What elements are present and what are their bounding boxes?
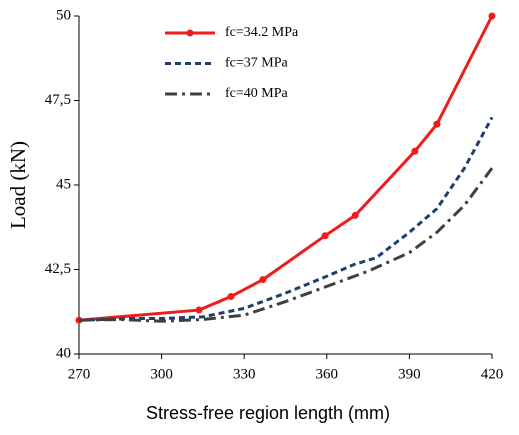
point — [259, 276, 267, 284]
point — [227, 293, 235, 301]
x-tick-label: 300 — [150, 366, 173, 382]
x-tick-label: 330 — [233, 366, 256, 382]
legend-marker — [186, 29, 194, 37]
y-axis-label: Load (kN) — [6, 141, 30, 229]
y-tick-label: 47,5 — [45, 92, 71, 108]
point — [195, 306, 203, 314]
point — [411, 147, 419, 155]
point — [433, 120, 441, 128]
y-tick-label: 40 — [56, 345, 71, 361]
y-tick-label: 45 — [56, 176, 71, 192]
point — [488, 12, 496, 20]
series-line — [78, 116, 494, 322]
y-tick-label: 42,5 — [45, 261, 71, 277]
legend-label: fc=37 MPa — [225, 56, 289, 71]
legend-label: fc=34.2 MPa — [225, 25, 299, 40]
x-tick-label: 360 — [316, 366, 339, 382]
point — [351, 211, 359, 219]
x-tick-label: 420 — [481, 366, 504, 382]
point — [321, 232, 329, 240]
series-line — [78, 167, 494, 323]
y-tick-label: 50 — [56, 7, 71, 23]
x-tick-label: 270 — [68, 366, 91, 382]
x-tick-label: 390 — [398, 366, 421, 382]
x-axis-label: Stress-free region length (mm) — [146, 403, 390, 423]
legend-label: fc=40 MPa — [225, 86, 289, 101]
